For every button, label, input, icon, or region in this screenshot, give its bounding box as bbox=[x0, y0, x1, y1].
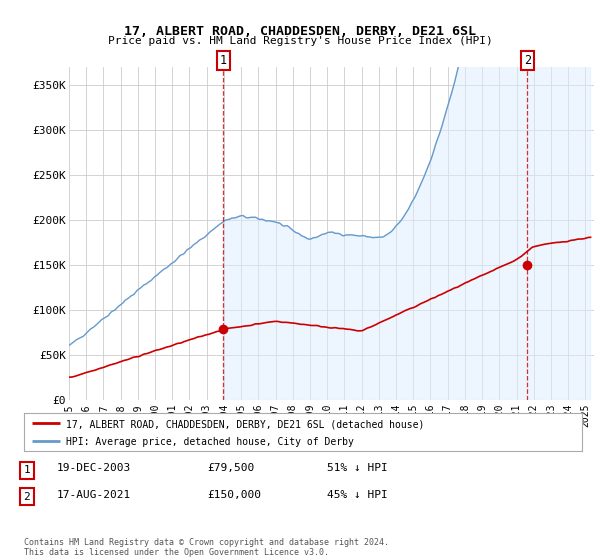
Text: 17, ALBERT ROAD, CHADDESDEN, DERBY, DE21 6SL (detached house): 17, ALBERT ROAD, CHADDESDEN, DERBY, DE21… bbox=[66, 419, 424, 429]
Text: 2: 2 bbox=[23, 492, 31, 502]
Text: 51% ↓ HPI: 51% ↓ HPI bbox=[327, 463, 388, 473]
Text: £79,500: £79,500 bbox=[207, 463, 254, 473]
Text: 17-AUG-2021: 17-AUG-2021 bbox=[57, 489, 131, 500]
Text: 2: 2 bbox=[524, 54, 531, 67]
Text: 1: 1 bbox=[23, 465, 31, 475]
Text: 17, ALBERT ROAD, CHADDESDEN, DERBY, DE21 6SL: 17, ALBERT ROAD, CHADDESDEN, DERBY, DE21… bbox=[124, 25, 476, 38]
Text: £150,000: £150,000 bbox=[207, 489, 261, 500]
Text: 1: 1 bbox=[220, 54, 227, 67]
Text: Contains HM Land Registry data © Crown copyright and database right 2024.
This d: Contains HM Land Registry data © Crown c… bbox=[24, 538, 389, 557]
Text: Price paid vs. HM Land Registry's House Price Index (HPI): Price paid vs. HM Land Registry's House … bbox=[107, 36, 493, 46]
Text: 19-DEC-2003: 19-DEC-2003 bbox=[57, 463, 131, 473]
Text: 45% ↓ HPI: 45% ↓ HPI bbox=[327, 489, 388, 500]
Text: HPI: Average price, detached house, City of Derby: HPI: Average price, detached house, City… bbox=[66, 437, 354, 447]
